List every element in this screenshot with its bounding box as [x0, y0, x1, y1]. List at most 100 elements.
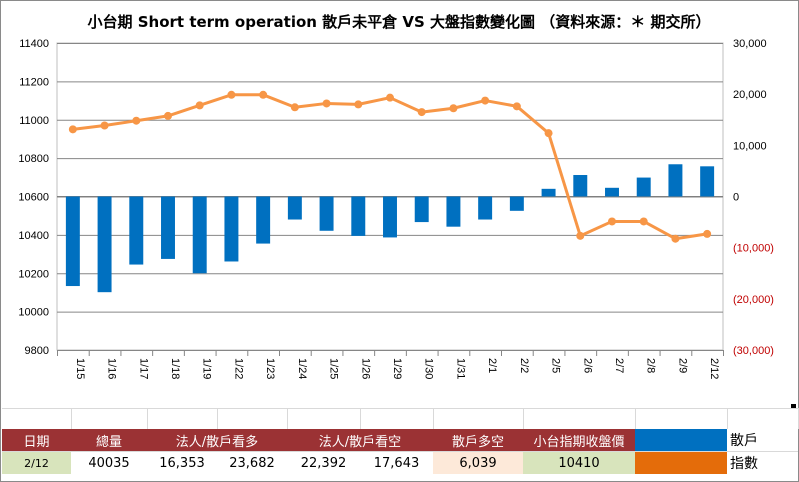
bar	[129, 196, 144, 265]
x-tick-label: 2/2	[518, 358, 530, 373]
line-series-index	[68, 90, 712, 243]
index-point	[100, 121, 109, 130]
index-point	[544, 129, 553, 138]
header-short: 法人/散戶看空	[287, 429, 433, 452]
index-point	[608, 217, 616, 226]
bar	[351, 196, 366, 236]
left-y-axis: 9800 10000 10200 10400 10600 10800 11000 11200 1…	[18, 38, 49, 357]
bar	[161, 196, 175, 259]
x-tick-label: 1/24	[296, 358, 308, 379]
resize-handle[interactable]	[791, 404, 796, 409]
right-tick-label: (30,000)	[733, 345, 774, 357]
left-tick-label: 11200	[19, 76, 49, 88]
cell-total: 40035	[71, 451, 147, 474]
bar	[383, 196, 397, 238]
bar	[478, 196, 493, 220]
right-tick-label: (10,000)	[733, 243, 774, 255]
bar	[573, 175, 588, 197]
bar	[605, 187, 619, 197]
x-tick-label: 2/5	[550, 358, 562, 373]
x-tick-label: 2/6	[581, 358, 593, 373]
x-tick-label: 2/7	[613, 358, 625, 373]
combo-chart: 小台期 Short term operation 散戶未平倉 VS 大盤指數變化…	[18, 13, 774, 379]
legend-index-label: 指數	[727, 451, 798, 474]
x-axis: 1/15 1/16 1/17 1/18 1/19 1/22 1/23 1/24 1/25 1/26…	[57, 350, 724, 379]
x-tick-label: 1/25	[328, 358, 340, 379]
cell-close: 10410	[523, 451, 635, 474]
index-point	[576, 231, 585, 240]
legend-index-swatch	[635, 451, 727, 474]
index-point	[481, 96, 490, 105]
index-point	[703, 229, 712, 238]
bar	[414, 196, 429, 223]
bar	[97, 196, 112, 293]
left-tick-label: 9800	[25, 345, 49, 357]
x-tick-label: 1/30	[423, 358, 435, 379]
index-point	[671, 234, 680, 243]
x-tick-label: 2/1	[486, 358, 498, 373]
right-tick-label: 20,000	[733, 89, 767, 101]
index-point	[290, 103, 299, 112]
header-close: 小台指期收盤價	[523, 429, 635, 452]
x-tick-label: 2/9	[676, 358, 688, 373]
legend-retail-swatch	[635, 429, 727, 452]
left-tick-label: 10400	[18, 230, 49, 242]
spreadsheet-blank-row	[2, 408, 799, 429]
index-point	[449, 104, 458, 113]
index-point	[322, 99, 331, 108]
x-tick-label: 1/16	[106, 358, 118, 379]
bar	[541, 188, 556, 197]
table-row: 2/12 40035 16,353 23,682 22,392 17,643 6…	[2, 451, 798, 474]
legend-retail-label: 散戶	[727, 429, 798, 452]
index-point	[386, 93, 394, 102]
bar	[319, 196, 334, 231]
x-tick-label: 2/8	[645, 358, 657, 373]
cell-long-inst: 16,353	[147, 451, 217, 474]
info-table: 日期 總量 法人/散戶看多 法人/散戶看空 散戶多空 小台指期收盤價 散戶 2/…	[2, 408, 799, 474]
right-tick-label: 30,000	[733, 38, 767, 50]
x-tick-label: 1/15	[74, 358, 86, 379]
bar-series-retail	[65, 164, 715, 293]
x-tick-label: 1/23	[264, 358, 276, 379]
index-point	[68, 125, 77, 134]
bar	[65, 196, 80, 287]
cell-retail-net: 6,039	[433, 451, 523, 474]
header-total: 總量	[71, 429, 147, 452]
x-tick-label: 1/26	[359, 358, 371, 379]
bar	[256, 196, 271, 244]
left-tick-label: 10000	[18, 307, 49, 319]
x-tick-label: 1/18	[169, 358, 181, 379]
cell-long-retail: 23,682	[217, 451, 287, 474]
header-retail-net: 散戶多空	[433, 429, 523, 452]
bar	[192, 196, 207, 274]
index-point	[132, 116, 141, 125]
bar	[668, 164, 683, 197]
cell-date: 2/12	[2, 451, 71, 474]
header-long: 法人/散戶看多	[147, 429, 287, 452]
cell-short-retail: 17,643	[360, 451, 433, 474]
bar	[636, 177, 651, 197]
x-tick-label: 1/29	[391, 358, 403, 379]
x-tick-label: 1/19	[201, 358, 213, 379]
table-header-row: 日期 總量 法人/散戶看多 法人/散戶看空 散戶多空 小台指期收盤價 散戶	[2, 429, 798, 452]
x-tick-label: 1/31	[454, 358, 466, 379]
bar	[224, 196, 239, 262]
x-tick-label: 1/22	[232, 358, 244, 379]
x-tick-label: 2/12	[708, 358, 720, 379]
x-tick-label: 1/17	[137, 358, 149, 379]
left-tick-label: 10600	[18, 192, 49, 204]
index-point	[354, 100, 363, 109]
index-point	[639, 217, 648, 226]
index-point	[417, 108, 426, 117]
left-tick-label: 10800	[18, 153, 49, 165]
left-tick-label: 11400	[19, 38, 49, 50]
index-point	[164, 111, 172, 120]
index-point	[259, 90, 268, 99]
bar	[287, 196, 302, 220]
right-tick-label: (20,000)	[733, 294, 774, 306]
left-tick-label: 11000	[19, 115, 49, 127]
chart-title: 小台期 Short term operation 散戶未平倉 VS 大盤指數變化…	[88, 13, 711, 31]
cell-short-inst: 22,392	[287, 451, 360, 474]
left-tick-label: 10200	[18, 268, 49, 280]
